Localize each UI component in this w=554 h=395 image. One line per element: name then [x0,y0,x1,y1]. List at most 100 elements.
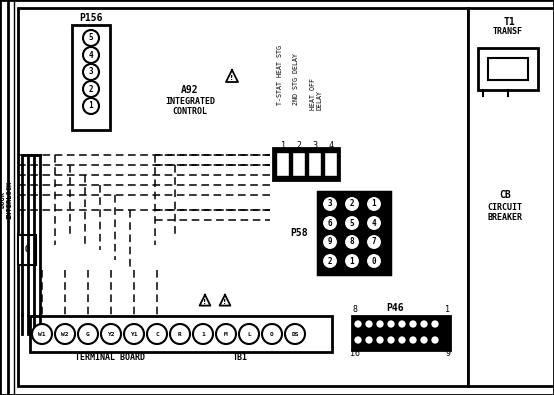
Text: 5: 5 [89,34,93,43]
Text: 3: 3 [312,141,317,149]
Circle shape [365,320,373,329]
Text: INTEGRATED: INTEGRATED [165,98,215,107]
Text: 1: 1 [89,102,93,111]
Text: 1: 1 [280,141,285,149]
Text: W2: W2 [61,331,69,337]
Circle shape [101,324,121,344]
Circle shape [408,335,418,344]
Circle shape [353,335,362,344]
Text: R: R [178,331,182,337]
Circle shape [344,234,360,250]
Circle shape [366,234,382,250]
Text: 1: 1 [201,331,205,337]
Text: O: O [24,246,29,254]
Text: HEAT OFF: HEAT OFF [310,78,316,110]
Text: 6: 6 [327,218,332,228]
Circle shape [366,253,382,269]
Text: T-STAT HEAT STG: T-STAT HEAT STG [277,45,283,105]
Text: 2: 2 [89,85,93,94]
Circle shape [398,335,407,344]
Text: 1: 1 [350,256,355,265]
Text: !: ! [223,299,227,305]
Circle shape [147,324,167,344]
Circle shape [239,324,259,344]
Text: C: C [155,331,159,337]
Bar [276,152,289,176]
Bar [30,316,332,352]
Text: DS: DS [291,331,299,337]
Circle shape [322,215,338,231]
Circle shape [430,335,439,344]
Circle shape [366,215,382,231]
Text: P58: P58 [290,228,308,238]
Bar [72,25,110,130]
Circle shape [365,335,373,344]
Text: P156: P156 [79,13,102,23]
Bar [308,152,321,176]
Bar [292,152,305,176]
Bar [478,48,538,90]
Circle shape [344,196,360,212]
Circle shape [83,81,99,97]
Circle shape [419,320,428,329]
Circle shape [216,324,236,344]
Text: W1: W1 [38,331,46,337]
Text: 8: 8 [352,305,357,314]
Circle shape [262,324,282,344]
Bar [468,8,554,386]
Circle shape [366,196,382,212]
Text: 1: 1 [445,305,450,314]
Text: 3: 3 [327,199,332,209]
Text: 9: 9 [445,348,450,357]
Text: 2: 2 [296,141,301,149]
Text: !: ! [203,299,207,305]
Circle shape [322,234,338,250]
Bar [18,235,36,265]
Bar [318,192,390,274]
Circle shape [387,335,396,344]
Circle shape [83,30,99,46]
Text: 7: 7 [372,237,376,246]
Text: G: G [86,331,90,337]
Text: Y2: Y2 [107,331,115,337]
Text: CB: CB [499,190,511,200]
Bar [273,148,339,180]
Circle shape [83,98,99,114]
Text: 4: 4 [89,51,93,60]
Circle shape [285,324,305,344]
Text: TB1: TB1 [233,354,248,363]
Text: A92: A92 [181,85,199,95]
Text: 2ND STG DELAY: 2ND STG DELAY [293,53,299,105]
Bar [324,152,337,176]
Text: DOOR
INTERLOCK: DOOR INTERLOCK [0,181,13,219]
Text: DELAY: DELAY [317,90,323,110]
Text: P46: P46 [386,303,404,313]
Circle shape [376,320,384,329]
Text: L: L [247,331,251,337]
Bar [18,8,468,386]
Circle shape [344,253,360,269]
Circle shape [322,253,338,269]
Text: 8: 8 [350,237,355,246]
Text: 2: 2 [327,256,332,265]
Text: 3: 3 [89,68,93,77]
Circle shape [353,320,362,329]
Text: TERMINAL BOARD: TERMINAL BOARD [75,354,145,363]
Circle shape [32,324,52,344]
Circle shape [430,320,439,329]
Circle shape [419,335,428,344]
Text: BREAKER: BREAKER [488,213,522,222]
Text: !: ! [230,75,234,81]
Text: 4: 4 [372,218,376,228]
Text: CIRCUIT: CIRCUIT [488,203,522,211]
Text: 5: 5 [350,218,355,228]
Circle shape [398,320,407,329]
Text: 2: 2 [350,199,355,209]
Circle shape [83,64,99,80]
Text: Y1: Y1 [130,331,138,337]
Circle shape [124,324,144,344]
Text: TRANSF: TRANSF [493,28,523,36]
Circle shape [193,324,213,344]
Circle shape [78,324,98,344]
Text: O: O [270,331,274,337]
